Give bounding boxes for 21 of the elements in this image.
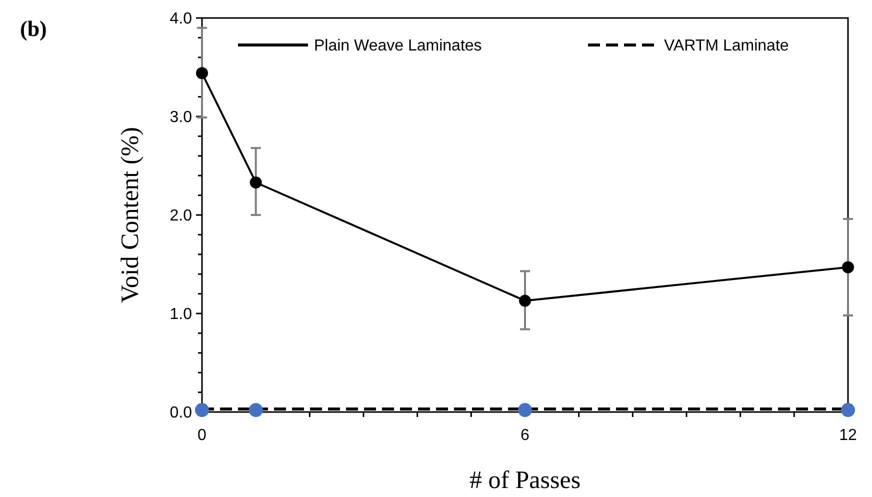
- x-tick-label: 12: [839, 427, 857, 444]
- point: [519, 294, 531, 307]
- y-tick-label: 0.0: [170, 404, 192, 422]
- y-tick-label: 4.0: [170, 10, 192, 28]
- y-axis-title: Void Content (%): [117, 127, 144, 303]
- point: [250, 176, 262, 188]
- x-tick-label: 0: [198, 427, 207, 444]
- point: [195, 403, 209, 418]
- point: [518, 403, 532, 418]
- point: [841, 403, 855, 418]
- text: (b): [20, 16, 47, 41]
- y-tick-label: 3.0: [170, 109, 192, 126]
- x-axis-title: # of Passes: [469, 467, 581, 494]
- point: [842, 261, 854, 274]
- y-tick-label: 1.0: [170, 306, 192, 324]
- legend-label: Plain Weave Laminates: [314, 38, 482, 55]
- x-tick-label: 6: [520, 427, 530, 444]
- legend-label: VARTM Laminate: [664, 38, 789, 55]
- point: [196, 67, 208, 80]
- point: [248, 403, 263, 418]
- y-tick-label: 2.0: [170, 208, 192, 225]
